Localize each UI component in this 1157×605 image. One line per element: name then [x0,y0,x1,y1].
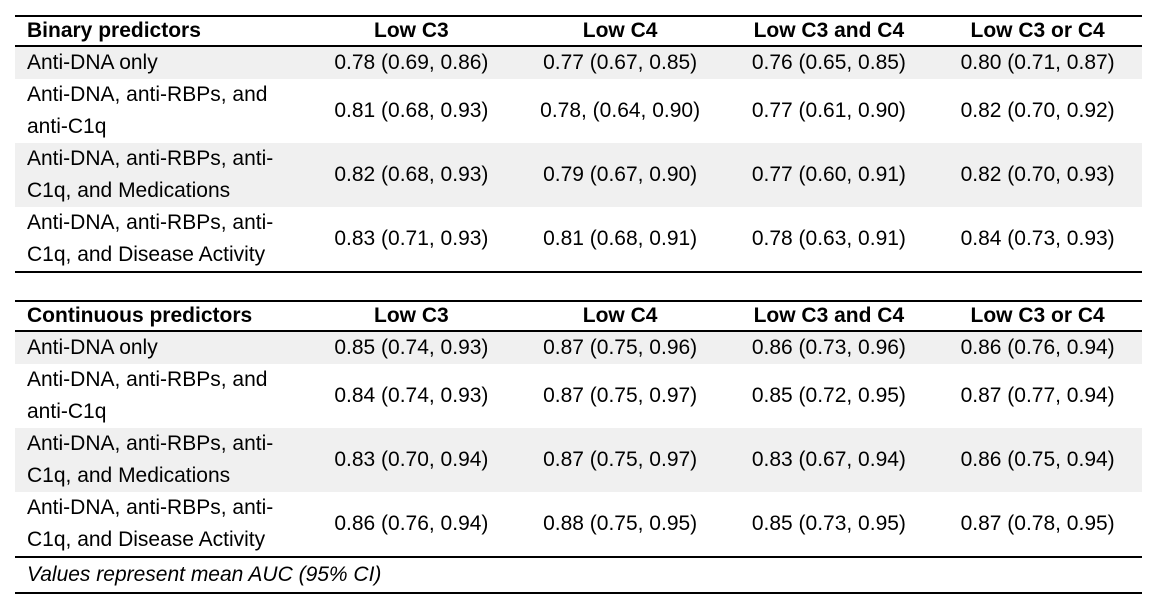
predictor-set-label: Anti-DNA, anti-RBPs, and anti-C1q [27,368,268,423]
auc-value-cell: 0.82 (0.70, 0.93) [960,163,1115,186]
auc-value-cell: 0.78 (0.63, 0.91) [751,227,906,250]
auc-value-cell: 0.80 (0.71, 0.87) [960,51,1115,74]
column-header: Low C3 and C4 [753,19,905,42]
auc-value-cell: 0.84 (0.74, 0.93) [334,384,489,407]
auc-value-cell: 0.77 (0.67, 0.85) [543,51,698,74]
table-gap [15,273,1142,300]
auc-value-cell: 0.87 (0.78, 0.95) [960,512,1115,535]
auc-value-cell: 0.84 (0.73, 0.93) [960,227,1115,250]
auc-value-cell: 0.85 (0.72, 0.95) [751,384,906,407]
column-header: Low C4 [582,19,658,42]
table-row: Anti-DNA, anti-RBPs, anti-C1q, and Disea… [15,207,1142,272]
predictor-set-label: Anti-DNA, anti-RBPs, anti-C1q, and Medic… [27,147,274,202]
table-row: Anti-DNA, anti-RBPs, anti-C1q, and Medic… [15,143,1142,207]
binary-predictors-table: Binary predictors Low C3 Low C4 Low C3 and … [15,15,1142,273]
auc-value-cell: 0.87 (0.77, 0.94) [960,384,1115,407]
predictor-set-label: Anti-DNA, anti-RBPs, anti-C1q, and Disea… [27,211,274,266]
auc-value-cell: 0.82 (0.68, 0.93) [334,163,489,186]
table-row: Anti-DNA, anti-RBPs, anti-C1q, and Disea… [15,492,1142,557]
auc-value-cell: 0.83 (0.71, 0.93) [334,227,489,250]
column-header: Low C3 or C4 [970,19,1105,42]
row-group-title: Binary predictors [27,19,201,42]
column-header: Low C3 [374,304,449,327]
auc-value-cell: 0.77 (0.61, 0.90) [751,99,906,122]
auc-value-cell: 0.77 (0.60, 0.91) [751,163,906,186]
auc-value-cell: 0.85 (0.74, 0.93) [334,336,489,359]
auc-value-cell: 0.87 (0.75, 0.96) [543,336,698,359]
auc-value-cell: 0.82 (0.70, 0.92) [960,99,1115,122]
predictor-set-label: Anti-DNA, anti-RBPs, and anti-C1q [27,83,268,138]
predictor-set-label: Anti-DNA only [27,51,158,74]
header-row: Continuous predictors Low C3 Low C4 Low C3 … [15,301,1142,331]
column-header: Low C3 [374,19,449,42]
auc-value-cell: 0.81 (0.68, 0.91) [543,227,698,250]
predictor-set-label: Anti-DNA, anti-RBPs, anti-C1q, and Disea… [27,496,274,551]
auc-value-cell: 0.87 (0.75, 0.97) [543,448,698,471]
column-header: Low C3 and C4 [753,304,905,327]
auc-value-cell: 0.88 (0.75, 0.95) [543,512,698,535]
column-header: Low C3 or C4 [970,304,1105,327]
auc-value-cell: 0.83 (0.70, 0.94) [334,448,489,471]
table-row: Anti-DNA only 0.78 (0.69, 0.86) 0.77 (0.67… [15,46,1142,79]
auc-value-cell: 0.79 (0.67, 0.90) [543,163,698,186]
auc-value-cell: 0.86 (0.76, 0.94) [334,512,489,535]
auc-value-cell: 0.78 (0.69, 0.86) [334,51,489,74]
table-row: Anti-DNA only 0.85 (0.74, 0.93) 0.87 (0.75… [15,331,1142,364]
continuous-predictors-table: Continuous predictors Low C3 Low C4 Low C3 … [15,300,1142,558]
auc-value-cell: 0.87 (0.75, 0.97) [543,384,698,407]
auc-value-cell: 0.81 (0.68, 0.93) [334,99,489,122]
table-row: Anti-DNA, anti-RBPs, and anti-C1q 0.84 (0… [15,364,1142,428]
table-row: Anti-DNA, anti-RBPs, and anti-C1q 0.81 (0… [15,79,1142,143]
row-group-title: Continuous predictors [27,304,253,327]
header-row: Binary predictors Low C3 Low C4 Low C3 and … [15,16,1142,46]
auc-value-cell: 0.83 (0.67, 0.94) [751,448,906,471]
auc-value-cell: 0.86 (0.75, 0.94) [960,448,1115,471]
table-footnote: Values represent mean AUC (95% CI) [15,558,1142,594]
column-header: Low C4 [582,304,658,327]
auc-value-cell: 0.86 (0.76, 0.94) [960,336,1115,359]
auc-value-cell: 0.76 (0.65, 0.85) [751,51,906,74]
predictor-set-label: Anti-DNA only [27,336,158,359]
auc-value-cell: 0.86 (0.73, 0.96) [751,336,906,359]
predictor-set-label: Anti-DNA, anti-RBPs, anti-C1q, and Medic… [27,432,274,487]
table-row: Anti-DNA, anti-RBPs, anti-C1q, and Medic… [15,428,1142,492]
auc-value-cell: 0.78, (0.64, 0.90) [540,99,701,122]
auc-value-cell: 0.85 (0.73, 0.95) [751,512,906,535]
